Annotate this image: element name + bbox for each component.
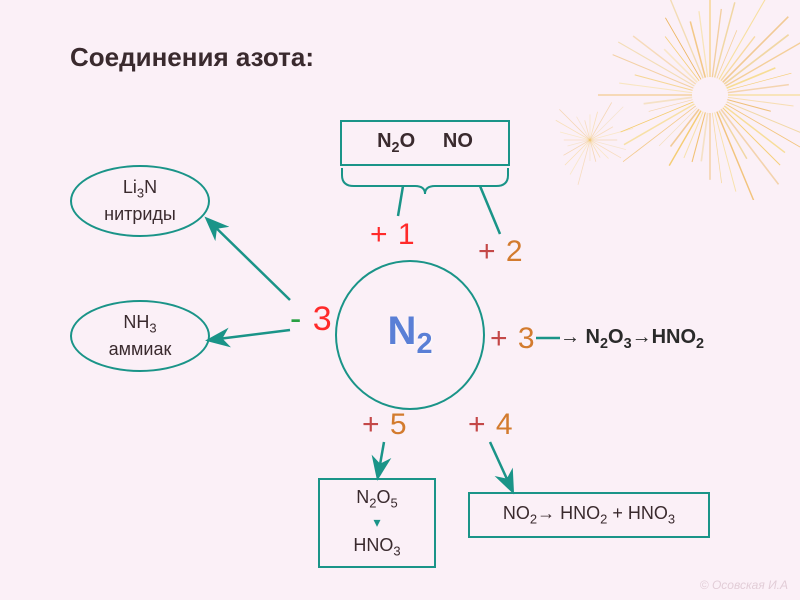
oxidation-state-label: + 1	[370, 218, 415, 252]
oxidation-state-label: + 5	[362, 408, 407, 442]
oxidation-state-label: + 2	[478, 235, 523, 269]
center-n2-label: N2	[388, 309, 433, 361]
rect-n2o5: N2O5▾HNO3	[318, 478, 436, 568]
oxidation-state-label: + 4	[468, 408, 513, 442]
oxidation-state-label: + 3	[490, 322, 535, 356]
rect-no2: NO2→ HNO2 + HNO3	[468, 492, 710, 538]
center-n2-circle: N2	[335, 260, 485, 410]
rect-n2o_no: N2O NO	[340, 120, 510, 166]
fireworks-decoration	[520, 0, 800, 200]
slide-title: Соединения азота:	[70, 42, 314, 73]
oval-li3n: Li3Nнитриды	[70, 165, 210, 237]
oxidation-state-label: - 3	[290, 300, 332, 339]
watermark: © Осовская И.А	[700, 578, 788, 592]
oval-nh3: NH3аммиак	[70, 300, 210, 372]
n2o3-chain-text: → N2O3→HNO2	[560, 326, 704, 352]
